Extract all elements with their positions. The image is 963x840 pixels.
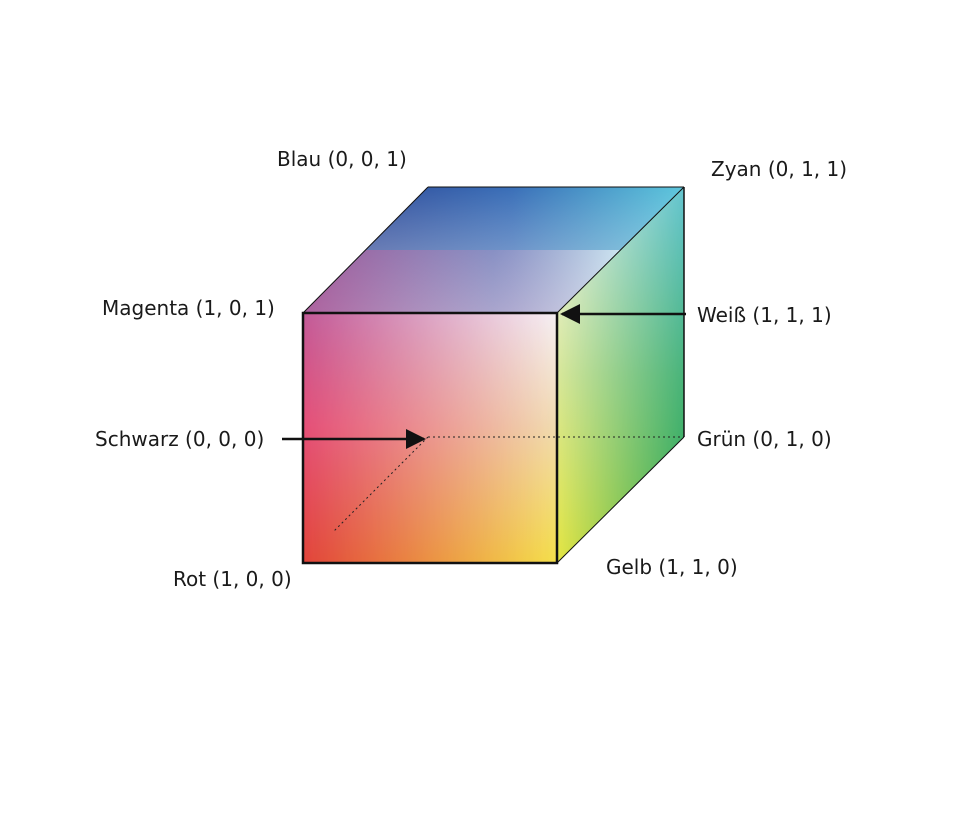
pointer-arrows <box>282 304 686 449</box>
label-gelb: Gelb (1, 1, 0) <box>606 555 738 579</box>
top-left-edge <box>302 186 429 314</box>
label-weiss: Weiß (1, 1, 1) <box>697 303 832 327</box>
label-schwarz: Schwarz (0, 0, 0) <box>95 427 264 451</box>
hidden-edges <box>332 436 684 533</box>
bottom-right-edge <box>556 436 685 564</box>
label-zyan: Zyan (0, 1, 1) <box>711 157 847 181</box>
hidden-edge-to-rot <box>332 436 429 533</box>
label-blau: Blau (0, 0, 1) <box>277 147 407 171</box>
label-magenta: Magenta (1, 0, 1) <box>102 296 275 320</box>
cube-right-face <box>557 187 684 563</box>
label-rot: Rot (1, 0, 0) <box>173 567 292 591</box>
label-gruen: Grün (0, 1, 0) <box>697 427 832 451</box>
top-right-edge <box>556 186 685 314</box>
